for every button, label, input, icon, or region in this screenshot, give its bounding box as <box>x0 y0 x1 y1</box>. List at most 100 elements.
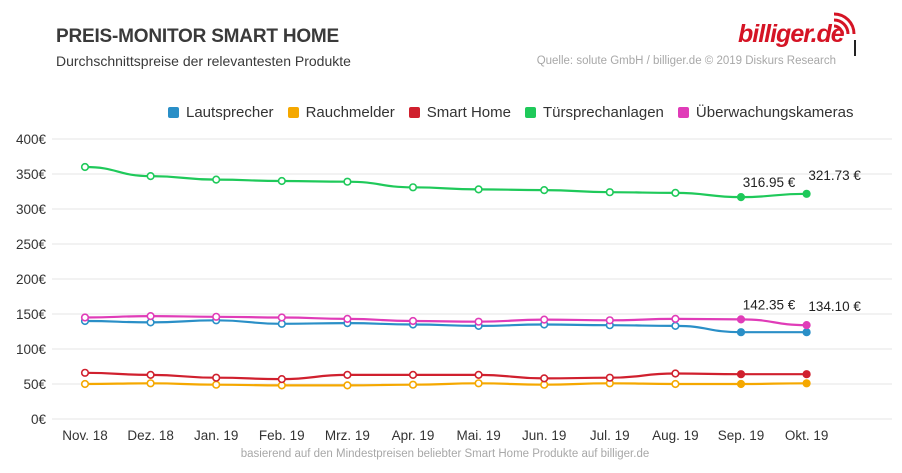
data-point <box>277 313 286 322</box>
x-tick-label: Jul. 19 <box>590 428 630 443</box>
legend-label: Überwachungskameras <box>695 104 854 121</box>
data-point <box>80 313 90 322</box>
y-tick-label: 50€ <box>23 377 46 392</box>
x-tick-label: Mai. 19 <box>456 428 500 443</box>
data-point <box>343 370 352 380</box>
data-point <box>802 328 811 337</box>
data-point <box>212 175 221 184</box>
legend: Lautsprecher Rauchmelder Smart Home Türspre… <box>168 104 853 121</box>
data-label: 134.10 € <box>808 299 861 314</box>
data-label: 321.73 € <box>808 168 861 183</box>
data-point <box>212 373 221 382</box>
x-tick-label: Aug. 19 <box>652 428 699 443</box>
data-point <box>277 375 286 384</box>
y-tick-label: 0€ <box>31 412 47 427</box>
data-point <box>736 315 746 324</box>
data-point <box>802 321 811 330</box>
data-point <box>736 193 746 202</box>
x-tick-label: Feb. 19 <box>259 428 305 443</box>
data-point <box>802 370 811 379</box>
series-line <box>84 165 807 199</box>
data-point <box>474 379 483 388</box>
series-line <box>84 319 807 334</box>
data-point <box>605 316 614 325</box>
data-point <box>540 186 549 195</box>
series-line <box>84 382 807 387</box>
x-tick-label: Mrz. 19 <box>325 428 370 443</box>
data-point <box>474 185 483 194</box>
data-point <box>212 380 221 389</box>
data-point <box>474 370 483 380</box>
data-point <box>408 183 418 192</box>
y-tick-label: 250€ <box>16 237 47 252</box>
data-point <box>343 314 352 324</box>
data-point <box>146 370 155 380</box>
data-point <box>80 379 90 389</box>
x-tick-label: Okt. 19 <box>785 428 829 443</box>
data-point <box>671 369 680 378</box>
data-point <box>146 312 155 321</box>
legend-swatch <box>677 107 689 118</box>
legend-label: Smart Home <box>426 104 511 121</box>
y-tick-label: 400€ <box>16 132 47 147</box>
legend-swatch <box>408 107 420 118</box>
x-tick-label: Jan. 19 <box>194 428 238 443</box>
y-tick-label: 350€ <box>16 167 47 182</box>
legend-item: Rauchmelder <box>287 104 395 121</box>
data-point <box>408 370 418 380</box>
source-note: Quelle: solute GmbH / billiger.de © 2019… <box>536 55 836 67</box>
data-point <box>736 328 746 337</box>
data-label: 316.95 € <box>743 175 796 190</box>
data-point <box>802 379 811 388</box>
data-point <box>408 380 418 389</box>
data-point <box>605 188 614 197</box>
data-point <box>80 368 90 377</box>
legend-item: Smart Home <box>408 104 511 121</box>
x-tick-label: Apr. 19 <box>392 428 435 443</box>
logo-text: billiger.de <box>738 20 845 48</box>
legend-swatch <box>524 107 536 118</box>
data-point <box>474 317 483 326</box>
footnote: basierend auf den Mindestpreisen beliebt… <box>240 448 650 460</box>
x-tick-label: Jun. 19 <box>522 428 566 443</box>
data-point <box>540 315 549 324</box>
legend-label: Lautsprecher <box>186 104 274 121</box>
legend-label: Türsprechanlagen <box>542 104 664 121</box>
data-point <box>671 321 680 331</box>
legend-item: Türsprechanlagen <box>524 104 664 121</box>
data-point <box>736 370 746 379</box>
series-line <box>84 371 807 381</box>
text-cursor <box>854 40 856 56</box>
data-point <box>343 177 352 186</box>
data-point <box>277 176 286 186</box>
data-point <box>605 373 614 382</box>
data-point <box>736 379 746 389</box>
data-point <box>212 312 221 321</box>
y-tick-label: 200€ <box>16 272 47 287</box>
chart-subtitle: Durchschnittspreise der relevantesten Pr… <box>56 53 351 69</box>
data-point <box>146 172 155 181</box>
data-label: 142.35 € <box>743 297 796 312</box>
legend-swatch <box>168 107 179 118</box>
legend-swatch <box>287 107 299 118</box>
data-point <box>343 381 352 390</box>
legend-label: Rauchmelder <box>305 104 395 121</box>
data-point <box>671 188 680 197</box>
data-point <box>80 162 90 172</box>
data-point <box>408 316 418 326</box>
data-point <box>802 189 811 198</box>
data-point <box>146 379 155 388</box>
x-tick-label: Sep. 19 <box>718 428 765 443</box>
x-tick-label: Nov. 18 <box>62 428 108 443</box>
legend-item: Überwachungskameras <box>677 104 854 121</box>
chart-title: PREIS-MONITOR SMART HOME <box>56 26 340 47</box>
legend-item: Lautsprecher <box>168 104 274 121</box>
billiger-logo: billiger.de <box>738 12 858 56</box>
y-tick-label: 150€ <box>16 307 47 322</box>
x-tick-label: Dez. 18 <box>127 428 174 443</box>
y-tick-label: 300€ <box>16 202 47 217</box>
data-point <box>671 379 680 389</box>
y-tick-label: 100€ <box>16 342 47 357</box>
series-line <box>84 314 807 327</box>
